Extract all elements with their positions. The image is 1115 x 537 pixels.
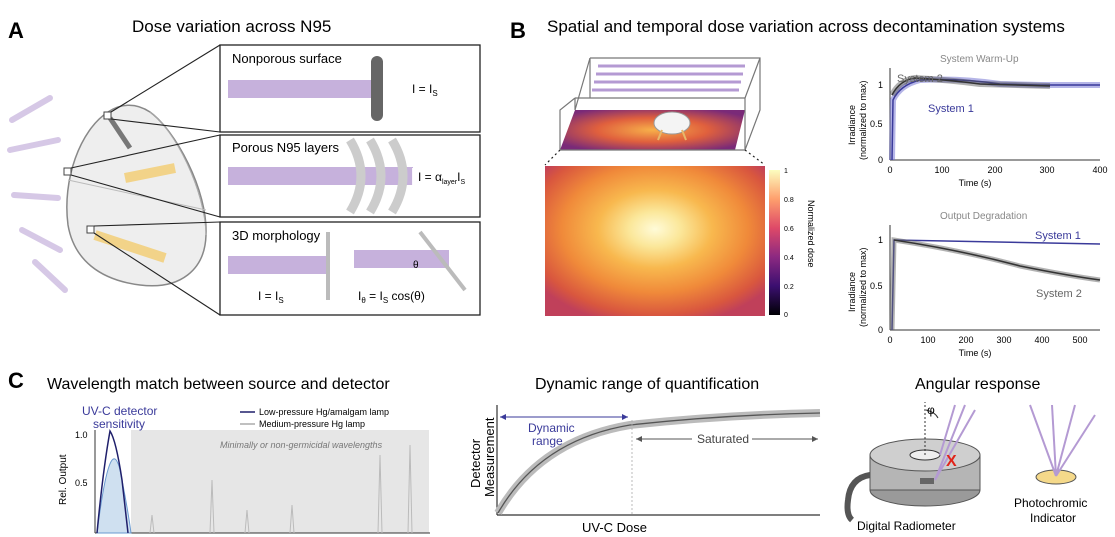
svg-text:Rel. Output: Rel. Output — [58, 454, 69, 505]
3d-morphology-box: 3D morphology I = IS θ Iθ = IS cos(θ) — [219, 221, 481, 316]
sensitivity-label-1: UV-C detector — [82, 404, 157, 418]
x-mark: X — [946, 453, 957, 470]
svg-text:400: 400 — [1092, 165, 1107, 175]
svg-text:500: 500 — [1072, 335, 1087, 345]
phi-label: φ — [927, 403, 935, 417]
svg-text:Measurement: Measurement — [482, 417, 497, 497]
zoom-dotted-lines — [544, 149, 766, 166]
panel-b: B Spatial and temporal dose variation ac… — [510, 17, 1108, 358]
svg-text:0.8: 0.8 — [784, 197, 794, 204]
nonporous-surface-box: Nonporous surface I = IS — [219, 44, 481, 133]
panel-a-title: Dose variation across N95 — [132, 17, 331, 36]
svg-text:100: 100 — [934, 165, 949, 175]
theta-label: θ — [413, 260, 419, 271]
box3-label: 3D morphology — [232, 228, 321, 243]
radiometer-label: Digital Radiometer — [857, 519, 956, 533]
svg-text:0.5: 0.5 — [75, 478, 88, 488]
svg-text:0.5: 0.5 — [870, 119, 883, 129]
svg-text:0: 0 — [878, 325, 883, 335]
nonporous-surface — [371, 56, 383, 121]
svg-text:100: 100 — [920, 335, 935, 345]
angular-title: Angular response — [915, 376, 1041, 393]
photochromic-label-1: Photochromic — [1014, 496, 1087, 510]
panel-b-title: Spatial and temporal dose variation acro… — [547, 17, 1065, 36]
decontamination-chamber — [559, 57, 761, 151]
dynamic-range-label-1: Dynamic — [528, 421, 575, 435]
box2-label: Porous N95 layers — [232, 140, 339, 155]
zoom-lines — [70, 44, 221, 316]
legend-medium-pressure: Medium-pressure Hg lamp — [259, 419, 365, 429]
n95-mask-illustration — [63, 104, 207, 287]
svg-text:200: 200 — [987, 165, 1002, 175]
uv-beam — [228, 167, 413, 185]
degradation-system1-label: System 1 — [1035, 230, 1081, 242]
svg-text:Time (s): Time (s) — [959, 348, 992, 358]
panel-a-letter: A — [8, 18, 24, 43]
wavelength-title: Wavelength match between source and dete… — [47, 376, 390, 393]
uv-beam — [228, 80, 376, 98]
dynamic-range-label-2: range — [532, 434, 563, 448]
svg-text:0: 0 — [887, 335, 892, 345]
warmup-title: System Warm-Up — [940, 54, 1019, 65]
porous-layers — [346, 137, 408, 215]
dynamic-range-plot: Dynamic range of quantification Dynamic … — [468, 376, 821, 535]
degradation-system2-label: System 2 — [1036, 288, 1082, 300]
warmup-system2-label: System 2 — [897, 73, 943, 85]
svg-text:(normalized to max): (normalized to max) — [858, 247, 868, 327]
uv-beam — [228, 256, 326, 274]
sensitivity-label-2: sensitivity — [93, 417, 145, 431]
dynamic-range-title: Dynamic range of quantification — [535, 376, 759, 393]
svg-text:0.2: 0.2 — [784, 284, 794, 291]
porous-layers-box: Porous N95 layers I = αlayerIS — [219, 134, 481, 218]
svg-text:UV-C Dose: UV-C Dose — [582, 520, 647, 535]
radiometer-cable — [844, 472, 871, 523]
degradation-title: Output Degradation — [940, 211, 1027, 222]
svg-text:Detector: Detector — [468, 438, 483, 488]
saturated-label: Saturated — [697, 432, 749, 446]
box2-eq: I = αlayerIS — [418, 170, 465, 186]
wavelength-plot: Wavelength match between source and dete… — [47, 376, 430, 534]
box3-eq2: Iθ = IS cos(θ) — [358, 289, 425, 305]
legend-low-pressure: Low-pressure Hg/amalgam lamp — [259, 407, 389, 417]
svg-text:300: 300 — [996, 335, 1011, 345]
warmup-plot: System Warm-Up 1 0.5 0 0 100 200 300 400… — [847, 54, 1108, 188]
box1-eq: I = IS — [412, 82, 438, 98]
angular-response: Angular response φ X Digital Radiometer — [844, 376, 1096, 533]
photochromic-label-2: Indicator — [1030, 511, 1076, 525]
svg-text:0.5: 0.5 — [870, 281, 883, 291]
svg-text:200: 200 — [958, 335, 973, 345]
svg-text:Time (s): Time (s) — [959, 178, 992, 188]
panel-a: A Dose variation across N95 — [7, 17, 481, 316]
svg-text:0: 0 — [878, 155, 883, 165]
shade-label: Minimally or non-germicidal wavelengths — [220, 440, 383, 450]
svg-text:300: 300 — [1039, 165, 1054, 175]
box1-label: Nonporous surface — [232, 51, 342, 66]
svg-text:0.4: 0.4 — [784, 255, 794, 262]
panel-b-letter: B — [510, 18, 526, 43]
svg-text:0: 0 — [887, 165, 892, 175]
svg-text:1.0: 1.0 — [75, 430, 88, 440]
svg-text:(normalized to max): (normalized to max) — [858, 80, 868, 160]
svg-text:1: 1 — [878, 235, 883, 245]
box3-eq1: I = IS — [258, 289, 284, 305]
panel-c-letter: C — [8, 368, 24, 393]
svg-text:0.6: 0.6 — [784, 226, 794, 233]
svg-text:1: 1 — [784, 168, 788, 175]
svg-text:Irradiance: Irradiance — [847, 105, 857, 145]
svg-text:400: 400 — [1034, 335, 1049, 345]
uv-rays-left — [7, 95, 68, 293]
dose-heatmap — [545, 166, 765, 316]
warmup-system1-label: System 1 — [928, 103, 974, 115]
svg-text:0: 0 — [784, 312, 788, 319]
colorbar: 1 0.8 0.6 0.4 0.2 0 Normalized dose — [769, 168, 816, 319]
colorbar-label: Normalized dose — [806, 200, 816, 268]
uv-beam — [354, 250, 449, 268]
panel-c: C Wavelength match between source and de… — [8, 368, 1096, 535]
svg-text:1: 1 — [878, 80, 883, 90]
degradation-plot: Output Degradation 1 0.5 0 0 100 200 300… — [847, 211, 1101, 358]
svg-text:Irradiance: Irradiance — [847, 272, 857, 312]
